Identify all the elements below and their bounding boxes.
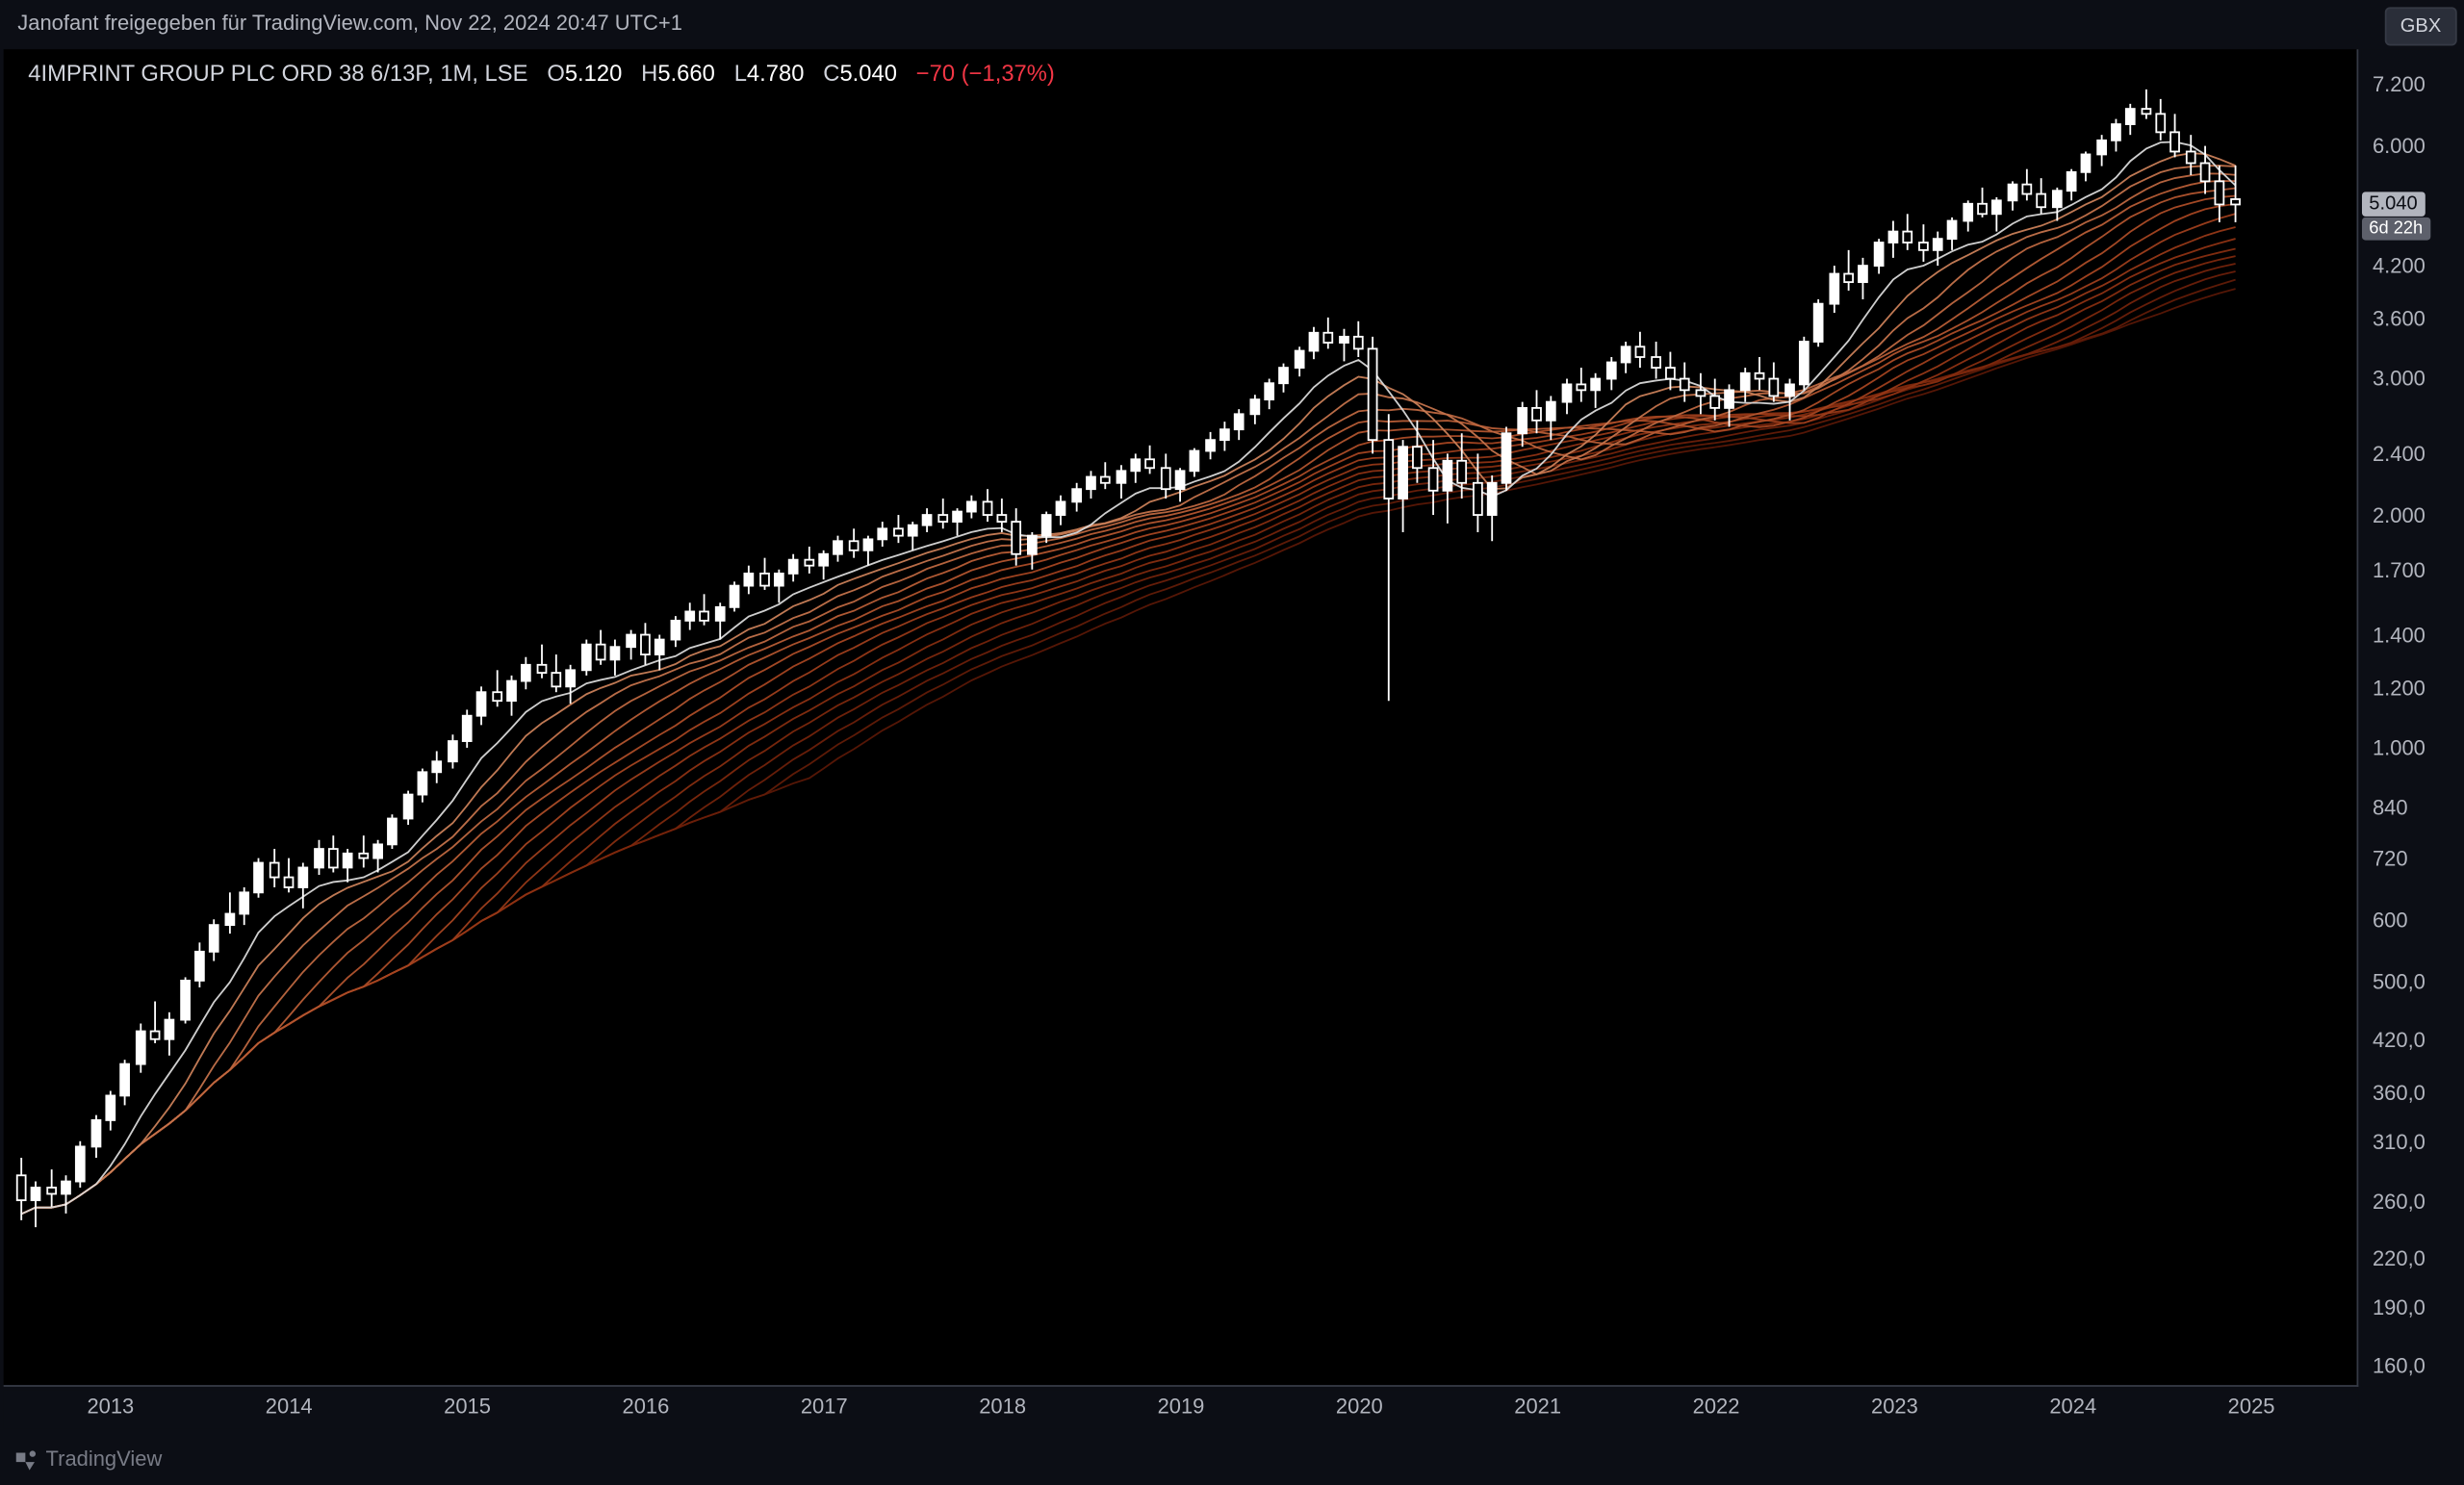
y-axis-tick: 2.000	[2373, 503, 2426, 528]
currency-button[interactable]: GBX	[2384, 7, 2456, 45]
x-axis-tick: 2021	[1514, 1394, 1561, 1419]
x-axis-tick: 2025	[2228, 1394, 2275, 1419]
current-price-tag: 5.040	[2362, 192, 2425, 218]
y-axis-tick: 310,0	[2373, 1130, 2426, 1155]
credit-line: Janofant freigegeben für TradingView.com…	[0, 0, 2464, 42]
x-axis-tick: 2022	[1693, 1394, 1740, 1419]
y-axis-tick: 4.200	[2373, 254, 2426, 279]
x-axis-tick: 2024	[2049, 1394, 2096, 1419]
tradingview-logo-icon	[14, 1447, 39, 1472]
brand-footer: TradingView	[14, 1447, 163, 1472]
y-axis-tick: 1.400	[2373, 624, 2426, 649]
y-axis-tick: 2.400	[2373, 442, 2426, 467]
x-axis-tick: 2020	[1336, 1394, 1383, 1419]
x-axis-tick: 2015	[444, 1394, 491, 1419]
y-axis-tick: 6.000	[2373, 134, 2426, 159]
x-axis-tick: 2016	[623, 1394, 670, 1419]
y-axis-tick: 220,0	[2373, 1245, 2426, 1270]
y-axis-tick: 1.200	[2373, 675, 2426, 700]
ohlc-h-val: 5.660	[657, 60, 715, 86]
x-axis-tick: 2019	[1158, 1394, 1205, 1419]
y-axis-tick: 190,0	[2373, 1295, 2426, 1320]
ohlc-o-label: O	[547, 60, 565, 86]
x-axis-tick: 2017	[801, 1394, 848, 1419]
x-axis-tick: 2018	[979, 1394, 1026, 1419]
y-axis-tick: 1.700	[2373, 558, 2426, 583]
bar-countdown: 6d 22h	[2362, 218, 2430, 241]
y-axis-tick: 500,0	[2373, 969, 2426, 994]
ohlc-l-val: 4.780	[747, 60, 805, 86]
ohlc-change: −70 (−1,37%)	[916, 60, 1055, 86]
ohlc-o-val: 5.120	[565, 60, 623, 86]
y-axis-tick: 720	[2373, 847, 2408, 872]
y-axis-tick: 1.000	[2373, 736, 2426, 761]
x-axis-tick: 2023	[1871, 1394, 1918, 1419]
y-axis-tick: 360,0	[2373, 1080, 2426, 1105]
ohlc-l-label: L	[734, 60, 747, 86]
y-axis-tick: 7.200	[2373, 72, 2426, 97]
y-axis-tick: 3.600	[2373, 305, 2426, 330]
y-axis-tick: 160,0	[2373, 1353, 2426, 1378]
ohlc-c-label: C	[823, 60, 839, 86]
y-axis-tick: 420,0	[2373, 1028, 2426, 1053]
brand-label: TradingView	[46, 1447, 163, 1472]
time-axis[interactable]: 2013 2014 2015 2016 2017 2018 2019 2020 2021 2022…	[4, 1391, 2359, 1429]
ohlc-h-label: H	[641, 60, 657, 86]
x-axis-tick: 2013	[87, 1394, 134, 1419]
y-axis-tick: 840	[2373, 795, 2408, 820]
y-axis-tick: 600	[2373, 909, 2408, 934]
symbol-ohlc-line: 4IMPRINT GROUP PLC ORD 38 6/13P, 1M, LSE…	[0, 53, 1072, 87]
chart-canvas[interactable]	[4, 49, 2359, 1387]
x-axis-tick: 2014	[266, 1394, 313, 1419]
y-axis-tick: 3.000	[2373, 367, 2426, 392]
price-axis[interactable]: 160,0 190,0 220,0 260,0 310,0 360,0 420,0 500,0…	[2362, 49, 2464, 1387]
symbol-name: 4IMPRINT GROUP PLC ORD 38 6/13P, 1M, LSE	[28, 60, 527, 86]
y-axis-tick: 260,0	[2373, 1190, 2426, 1215]
ohlc-c-val: 5.040	[839, 60, 897, 86]
